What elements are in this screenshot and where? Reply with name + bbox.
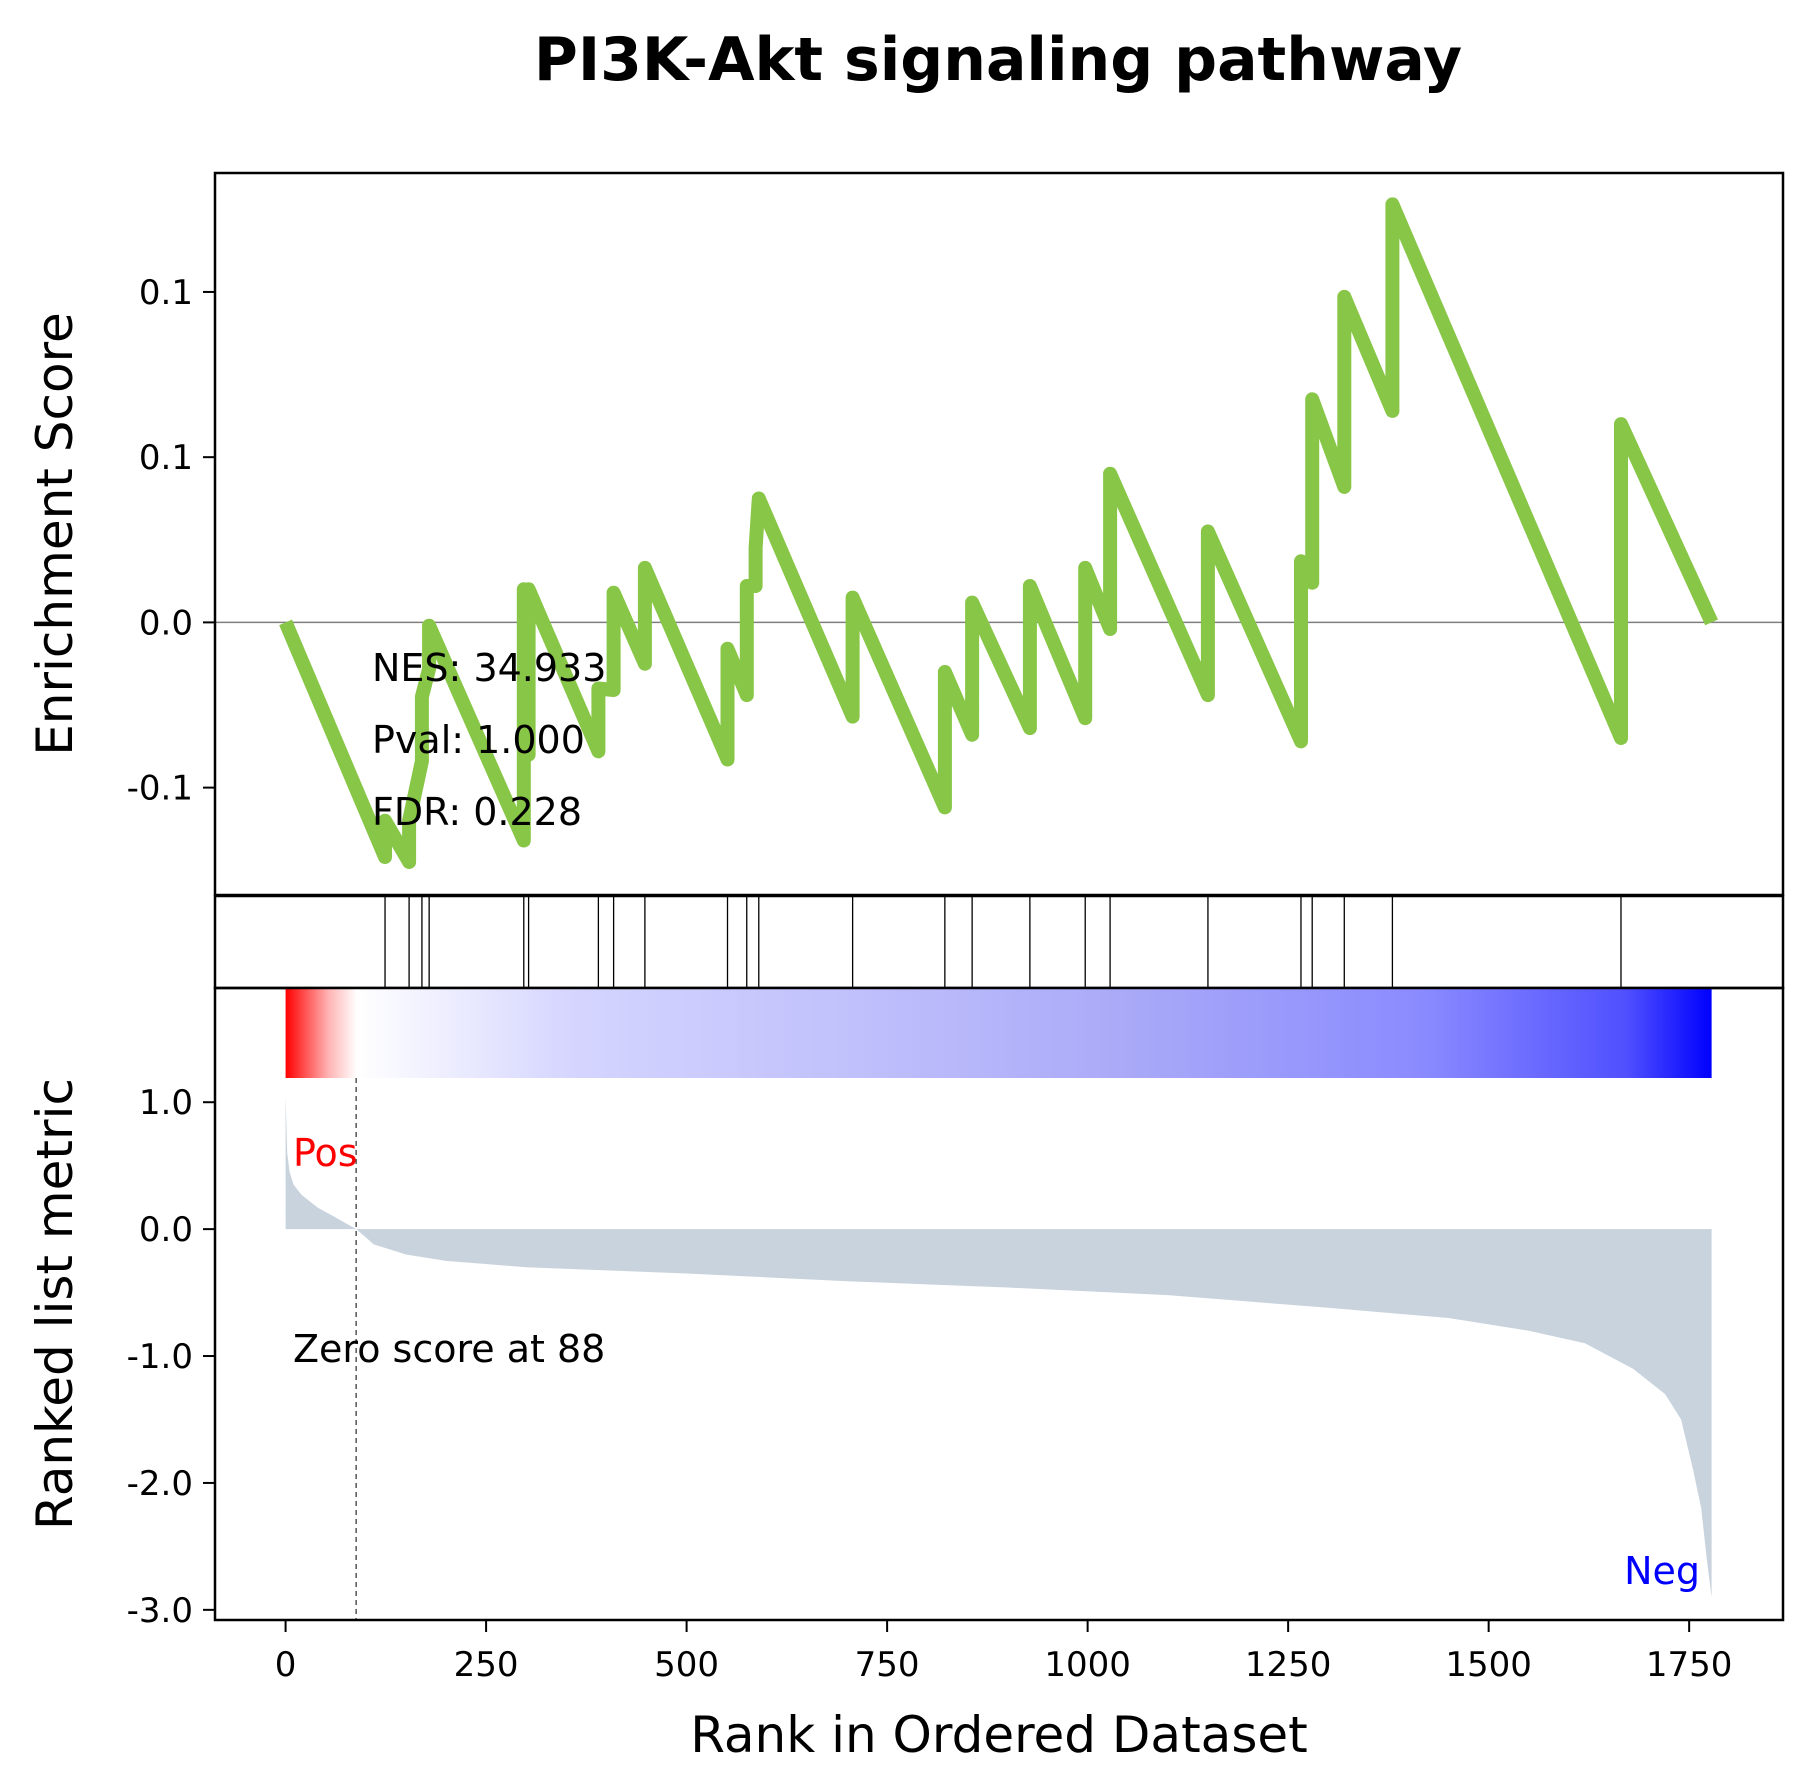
fdr-stat: FDR: 0.228 (372, 790, 582, 834)
x-axis-label: Rank in Ordered Dataset (690, 1706, 1307, 1764)
rank-y-tick-label: -1.0 (127, 1337, 193, 1377)
es-y-tick-label: 0.1 (139, 438, 193, 478)
zero-score-label: Zero score at 88 (293, 1327, 605, 1371)
rank-y-axis-label: Ranked list metric (26, 1078, 84, 1530)
ranked-metric-panel: Pos Neg Zero score at 88 -3.0 -2.0 -1.0 0.0… (26, 986, 1785, 1631)
hit-lines (384, 896, 1622, 988)
neg-label: Neg (1624, 1549, 1700, 1593)
es-panel-frame (213, 171, 1785, 897)
rank-colorbar (285, 988, 1712, 1078)
x-tick-label: 750 (855, 1645, 920, 1685)
chart-title: PI3K-Akt signaling pathway (534, 25, 1462, 95)
rank-y-ticks: -3.0 -2.0 -1.0 0.0 1.0 (127, 1083, 215, 1631)
x-tick-label: 500 (654, 1645, 719, 1685)
es-y-tick-label: 0.1 (139, 273, 193, 313)
pos-label: Pos (293, 1131, 358, 1175)
hits-panel (213, 894, 1785, 990)
enrichment-score-line (279, 197, 1718, 869)
pval-stat: Pval: 1.000 (372, 718, 585, 762)
rank-panel-frame (213, 986, 1785, 1622)
rank-y-tick-label: 0.0 (139, 1210, 193, 1250)
es-y-tick-label: -0.1 (127, 769, 193, 809)
rank-y-tick-label: 1.0 (139, 1083, 193, 1123)
x-tick-label: 250 (454, 1645, 519, 1685)
es-y-axis-label: Enrichment Score (26, 312, 84, 756)
x-tick-label: 0 (275, 1645, 297, 1685)
rank-y-tick-label: -3.0 (127, 1591, 193, 1631)
x-tick-label: 1000 (1044, 1645, 1131, 1685)
x-axis-ticks: 0 250 500 750 1000 1250 1500 1750 (275, 1620, 1733, 1685)
es-y-ticks: -0.1 0.0 0.1 0.1 (127, 273, 215, 809)
rank-y-tick-label: -2.0 (127, 1464, 193, 1504)
x-tick-label: 1750 (1646, 1645, 1733, 1685)
hits-panel-frame (213, 894, 1785, 990)
x-tick-label: 1250 (1245, 1645, 1332, 1685)
x-tick-label: 1500 (1445, 1645, 1532, 1685)
enrichment-score-panel: -0.1 0.0 0.1 0.1 NES: 34.933 Pval: 1.000 FD… (26, 171, 1785, 897)
nes-stat: NES: 34.933 (372, 646, 606, 690)
es-y-tick-label: 0.0 (139, 603, 193, 643)
